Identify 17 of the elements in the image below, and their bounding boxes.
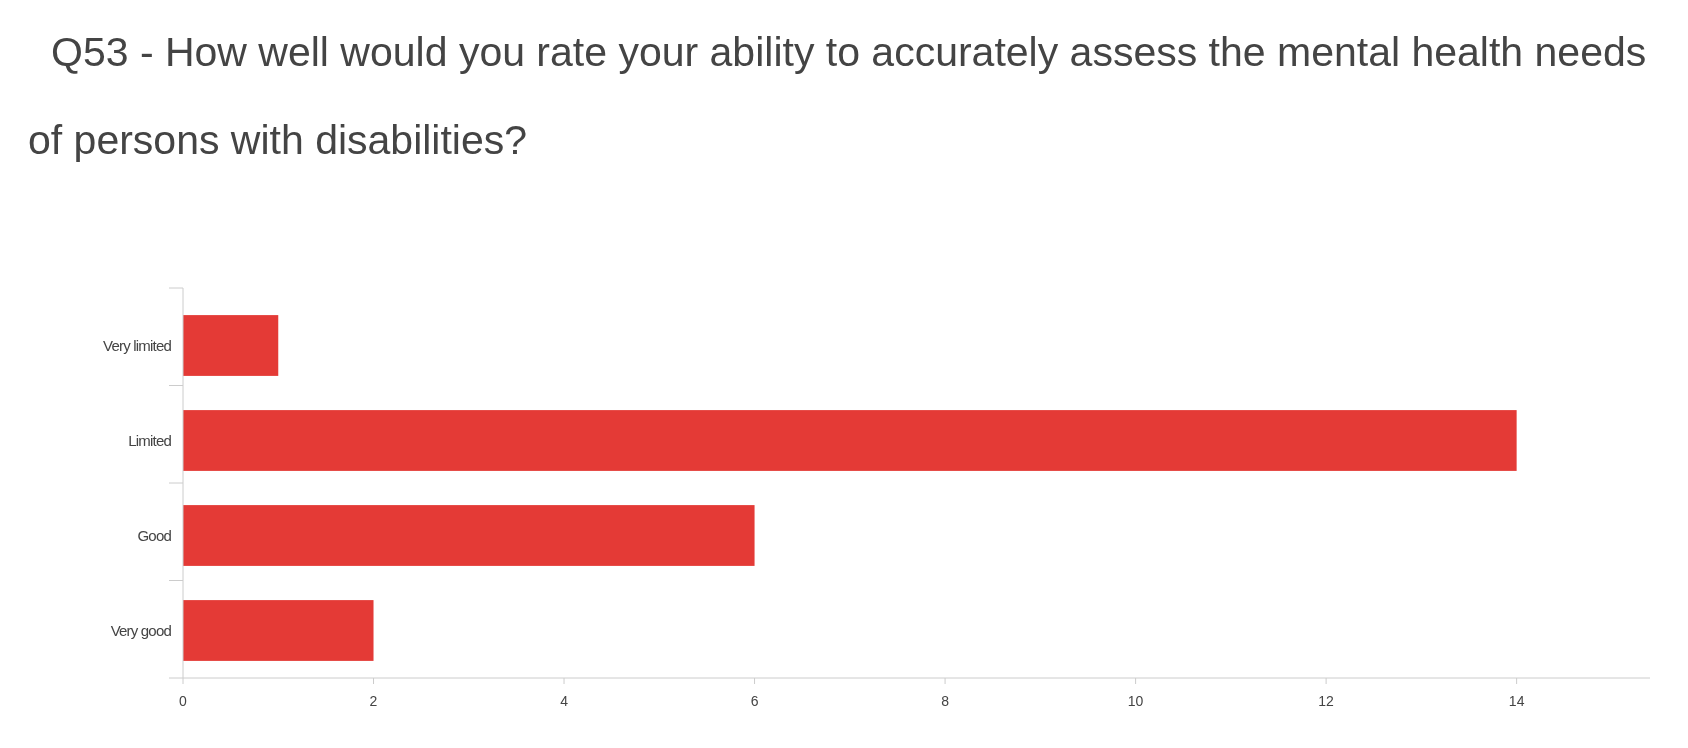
x-tick-label: 4 (560, 693, 569, 709)
bar (183, 505, 755, 566)
y-tick-label: Good (137, 526, 172, 544)
x-tick-label: 0 (179, 693, 188, 709)
chart-title: Q53 - How well would you rate your ability to accurately assess the mental health needs of persons with disabilities? (28, 29, 1647, 163)
x-tick-label: 10 (1127, 693, 1144, 709)
x-tick-label: 2 (369, 693, 378, 709)
y-tick-label: Very good (110, 621, 172, 639)
bar (183, 315, 279, 376)
x-tick-label: 14 (1508, 693, 1525, 709)
x-tick-label: 6 (750, 693, 759, 709)
y-tick-label: Limited (128, 431, 172, 449)
x-tick-label: 12 (1318, 693, 1335, 709)
x-tick-label: 8 (941, 693, 950, 709)
y-tick-label: Very limited (103, 336, 172, 354)
bar (183, 410, 1517, 471)
bar (183, 600, 374, 661)
